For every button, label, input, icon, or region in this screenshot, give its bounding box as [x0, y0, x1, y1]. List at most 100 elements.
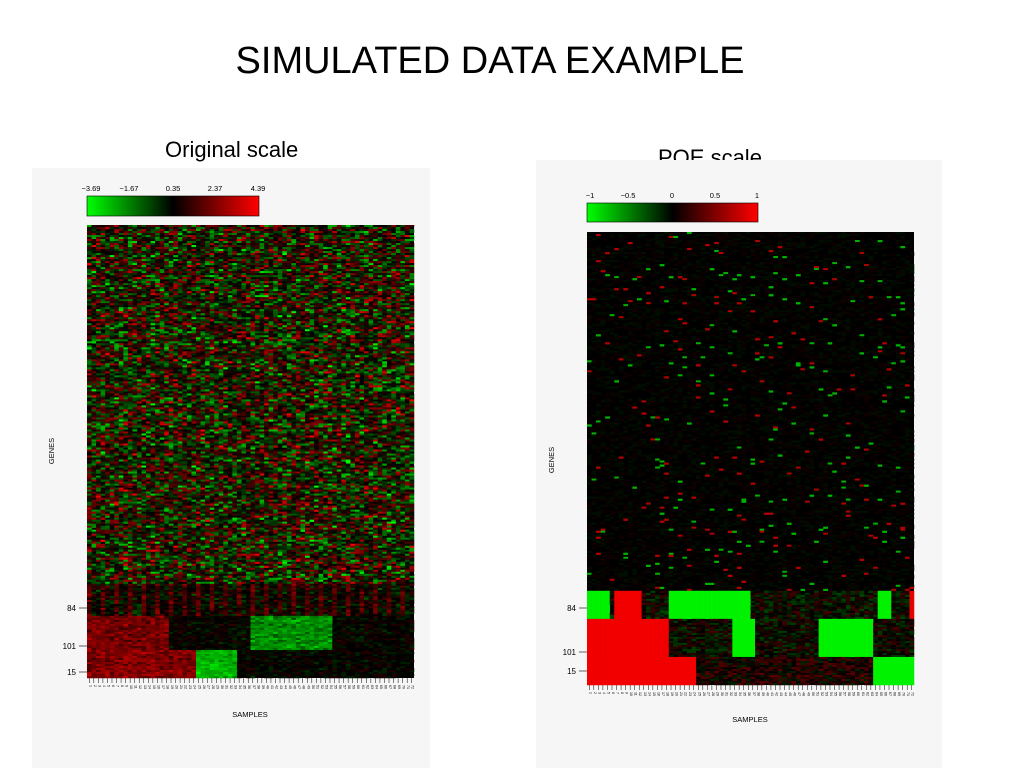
sample-label: 63 — [370, 685, 374, 689]
row-label: 15 — [567, 667, 576, 676]
row-label: 84 — [67, 604, 76, 613]
sample-label: 55 — [334, 685, 338, 689]
sample-label: 14 — [647, 692, 651, 696]
sample-label: 59 — [352, 685, 356, 689]
sample-label: 37 — [252, 685, 256, 689]
sample-label: 66 — [883, 692, 887, 696]
sample-label: 12 — [638, 692, 642, 696]
sample-label: 67 — [888, 692, 892, 696]
sample-label: 50 — [811, 692, 815, 696]
sample-label: 49 — [806, 692, 810, 696]
sample-label: 60 — [356, 685, 360, 689]
sample-label: 45 — [288, 685, 292, 689]
sample-label: 64 — [374, 685, 378, 689]
row-label: 84 — [567, 604, 576, 613]
sample-label: 14 — [147, 685, 151, 689]
sample-label: 44 — [284, 685, 288, 689]
colorbar-tick: 0.5 — [710, 191, 720, 200]
sample-label: 31 — [725, 692, 729, 696]
original-scale-chart: −3.69 −1.67 0.35 2.37 4.39 GENES 84 101 … — [47, 184, 415, 719]
sample-label: 15 — [152, 685, 156, 689]
colorbar-tick: −3.69 — [82, 184, 101, 193]
sample-label: 8 — [120, 685, 124, 687]
sample-label: 33 — [734, 692, 738, 696]
sample-label: 16 — [656, 692, 660, 696]
sample-label: 8 — [620, 692, 624, 694]
sample-label: 20 — [675, 692, 679, 696]
sample-label: 42 — [274, 685, 278, 689]
sample-label: 56 — [338, 685, 342, 689]
sample-label: 58 — [347, 685, 351, 689]
sample-label: 72 — [411, 685, 415, 689]
sample-label: 4 — [102, 685, 106, 687]
sample-label: 1 — [88, 685, 92, 687]
sample-label: 42 — [774, 692, 778, 696]
row-label: 101 — [563, 648, 577, 657]
colorbar-tick: −0.5 — [621, 191, 636, 200]
sample-label: 25 — [197, 685, 201, 689]
sample-label: 58 — [847, 692, 851, 696]
sample-label: 20 — [175, 685, 179, 689]
colorbar — [586, 202, 759, 223]
sample-label: 23 — [688, 692, 692, 696]
sample-label: 35 — [243, 685, 247, 689]
sample-label: 6 — [111, 685, 115, 687]
sample-label: 18 — [665, 692, 669, 696]
sample-label: 48 — [802, 692, 806, 696]
x-axis-label: SAMPLES — [732, 715, 767, 724]
sample-label: 7 — [116, 685, 120, 687]
sample-label: 61 — [861, 692, 865, 696]
colorbar-tick: 2.37 — [208, 184, 223, 193]
sample-label: 32 — [229, 685, 233, 689]
sample-label: 54 — [829, 692, 833, 696]
colorbar-tick: 1 — [755, 191, 759, 200]
row-label: 15 — [67, 668, 76, 677]
sample-label: 60 — [856, 692, 860, 696]
original-scale-caption: Original scale — [165, 137, 298, 163]
sample-label: 48 — [302, 685, 306, 689]
sample-label: 36 — [747, 692, 751, 696]
colorbar-tick: 4.39 — [251, 184, 266, 193]
sample-label: 40 — [265, 685, 269, 689]
sample-label: 62 — [365, 685, 369, 689]
sample-label: 52 — [320, 685, 324, 689]
sample-label: 10 — [629, 692, 633, 696]
sample-label: 72 — [911, 692, 915, 696]
sample-label: 24 — [193, 685, 197, 689]
sample-label: 6 — [611, 692, 615, 694]
sample-label: 7 — [616, 692, 620, 694]
sample-label: 69 — [397, 685, 401, 689]
sample-label: 53 — [824, 692, 828, 696]
sample-label: 25 — [697, 692, 701, 696]
sample-label: 66 — [383, 685, 387, 689]
sample-label: 29 — [215, 685, 219, 689]
sample-label: 51 — [815, 692, 819, 696]
sample-label: 12 — [138, 685, 142, 689]
sample-label: 36 — [247, 685, 251, 689]
sample-label: 41 — [770, 692, 774, 696]
sample-label: 65 — [879, 692, 883, 696]
sample-label: 18 — [165, 685, 169, 689]
sample-label: 68 — [893, 692, 897, 696]
sample-label: 35 — [743, 692, 747, 696]
sample-label: 71 — [906, 692, 910, 696]
sample-label: 52 — [820, 692, 824, 696]
sample-label: 26 — [202, 685, 206, 689]
sample-label: 47 — [297, 685, 301, 689]
sample-label: 43 — [279, 685, 283, 689]
sample-label: 55 — [834, 692, 838, 696]
sample-label: 17 — [661, 692, 665, 696]
x-axis-label: SAMPLES — [232, 710, 267, 719]
sample-label: 27 — [206, 685, 210, 689]
sample-label: 9 — [625, 692, 629, 694]
sample-label: 21 — [179, 685, 183, 689]
sample-label: 32 — [729, 692, 733, 696]
sample-label: 4 — [602, 692, 606, 694]
sample-label: 70 — [402, 685, 406, 689]
sample-label: 45 — [788, 692, 792, 696]
sample-label: 65 — [379, 685, 383, 689]
sample-label: 28 — [711, 692, 715, 696]
sample-label: 70 — [902, 692, 906, 696]
